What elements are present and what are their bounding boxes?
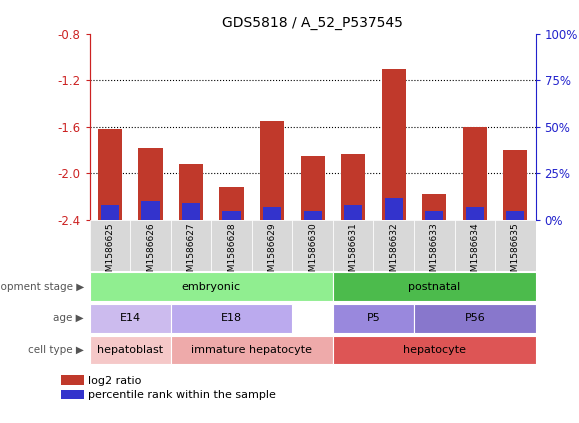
Text: P56: P56 [464, 313, 485, 323]
Text: GSM1586631: GSM1586631 [349, 222, 358, 283]
Text: log2 ratio: log2 ratio [88, 376, 142, 386]
Bar [90, 272, 333, 301]
Text: age ▶: age ▶ [53, 313, 84, 323]
Bar [503, 150, 527, 220]
Text: embryonic: embryonic [182, 282, 241, 291]
Bar [425, 211, 444, 220]
Bar [414, 220, 455, 271]
Bar [341, 154, 365, 220]
Bar [222, 211, 241, 220]
Bar [179, 164, 203, 220]
Bar [138, 148, 163, 220]
Bar [506, 211, 525, 220]
Bar [382, 69, 406, 220]
Text: E14: E14 [120, 313, 141, 323]
Bar [211, 220, 252, 271]
Text: P5: P5 [367, 313, 380, 323]
Bar [292, 220, 333, 271]
Bar [466, 207, 484, 220]
Bar [384, 198, 403, 220]
Bar [333, 304, 414, 332]
Bar [422, 195, 446, 220]
Bar [101, 205, 119, 220]
Bar [252, 220, 292, 271]
Bar [495, 220, 536, 271]
Bar [61, 376, 84, 385]
Bar [333, 336, 536, 364]
Bar [303, 211, 322, 220]
Text: hepatocyte: hepatocyte [403, 345, 466, 355]
Bar [333, 220, 373, 271]
Text: cell type ▶: cell type ▶ [28, 345, 84, 355]
Bar [455, 220, 495, 271]
Text: GSM1586633: GSM1586633 [430, 222, 439, 283]
Text: GSM1586625: GSM1586625 [105, 222, 115, 283]
Text: hepatoblast: hepatoblast [97, 345, 163, 355]
Bar [414, 304, 536, 332]
Bar [260, 121, 284, 220]
Bar [130, 220, 171, 271]
Title: GDS5818 / A_52_P537545: GDS5818 / A_52_P537545 [222, 16, 403, 30]
Text: GSM1586627: GSM1586627 [186, 222, 196, 283]
Bar [171, 336, 333, 364]
Bar [98, 129, 122, 220]
Text: postnatal: postnatal [408, 282, 460, 291]
Text: GSM1586628: GSM1586628 [227, 222, 236, 283]
Text: percentile rank within the sample: percentile rank within the sample [88, 390, 276, 400]
Bar [90, 304, 171, 332]
Bar [171, 304, 292, 332]
Bar [90, 336, 171, 364]
Bar [90, 220, 130, 271]
Bar [182, 203, 200, 220]
Text: immature hepatocyte: immature hepatocyte [192, 345, 312, 355]
Text: GSM1586635: GSM1586635 [511, 222, 520, 283]
Text: GSM1586629: GSM1586629 [267, 222, 277, 283]
Bar [219, 187, 244, 220]
Text: GSM1586634: GSM1586634 [470, 222, 479, 283]
Text: development stage ▶: development stage ▶ [0, 282, 84, 291]
Text: GSM1586626: GSM1586626 [146, 222, 155, 283]
Bar [333, 272, 536, 301]
Text: GSM1586632: GSM1586632 [389, 222, 398, 283]
Bar [171, 220, 211, 271]
Text: E18: E18 [221, 313, 242, 323]
Bar [373, 220, 414, 271]
Bar [463, 127, 487, 220]
Text: GSM1586630: GSM1586630 [308, 222, 317, 283]
Bar [263, 207, 281, 220]
Bar [301, 156, 325, 220]
Bar [344, 205, 362, 220]
Bar [61, 390, 84, 399]
Bar [141, 201, 160, 220]
